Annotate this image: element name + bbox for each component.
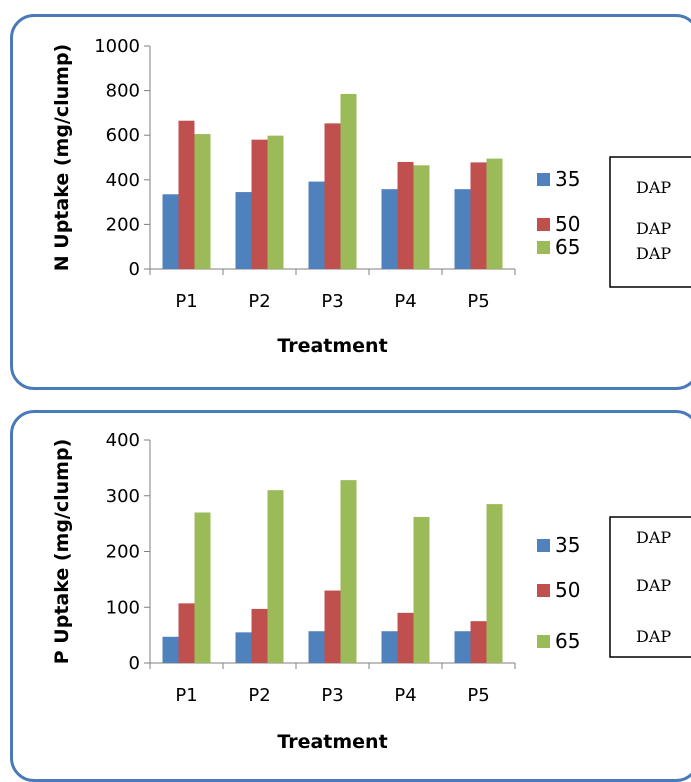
p-category-label: P3: [321, 685, 343, 706]
p-legend-swatch-35: [537, 539, 550, 552]
n-y-tick-label: 1000: [94, 36, 140, 57]
n-category-label: P2: [248, 291, 270, 312]
p-bar-p1-35: [162, 636, 179, 663]
n-bar-p4-65: [413, 165, 430, 269]
n-bar-p2-65: [267, 135, 284, 269]
n-y-tick-label: 200: [106, 214, 140, 235]
p-bar-p4-35: [381, 631, 398, 663]
p-x-axis-title: Treatment: [277, 731, 387, 753]
n-legend-dap-label: DAP: [636, 244, 671, 263]
n-y-axis-title: N Uptake (mg/clump): [51, 44, 73, 271]
n-y-tick-label: 0: [129, 259, 140, 280]
n-legend-label-50: 50: [555, 212, 580, 236]
p-bar-p4-50: [397, 612, 414, 663]
p-bar-p2-65: [267, 490, 284, 663]
p-bar-p3-50: [324, 590, 341, 663]
p-legend-swatch-50: [537, 584, 550, 597]
n-y-tick-label: 600: [106, 125, 140, 146]
n-bar-p3-35: [308, 181, 325, 269]
p-bar-p5-50: [470, 621, 487, 663]
p-y-axis-title: P Uptake (mg/clump): [51, 439, 73, 665]
n-bar-p1-35: [162, 194, 179, 269]
p-y-tick-label: 300: [106, 486, 140, 507]
p-category-label: P2: [248, 685, 270, 706]
n-category-label: P4: [394, 291, 416, 312]
p-y-tick-label: 400: [106, 430, 140, 451]
n-legend-label-35: 35: [555, 167, 580, 191]
n-legend-label-65: 65: [555, 235, 580, 259]
p-bar-p1-65: [194, 512, 211, 663]
n-legend-dap-label: DAP: [636, 219, 671, 238]
n-y-tick-label: 800: [106, 81, 140, 102]
p-category-label: P4: [394, 685, 416, 706]
n-bar-p2-50: [251, 139, 268, 269]
n-legend-swatch-65: [537, 241, 550, 254]
p-category-label: P1: [175, 685, 197, 706]
p-y-tick-label: 0: [129, 653, 140, 674]
p-bar-p4-65: [413, 516, 430, 663]
p-bar-p3-65: [340, 480, 357, 663]
n-category-label: P1: [175, 291, 197, 312]
p-y-tick-label: 100: [106, 597, 140, 618]
n-category-label: P5: [467, 291, 489, 312]
n-y-tick-label: 400: [106, 170, 140, 191]
n-bar-p1-50: [178, 120, 195, 269]
p-bar-p1-50: [178, 603, 195, 663]
n-legend-swatch-35: [537, 173, 550, 186]
n-legend-dap-label: DAP: [636, 178, 671, 197]
p-legend-dap-label: DAP: [636, 528, 671, 547]
p-legend-overlay-box: [609, 516, 691, 658]
n-bar-p4-50: [397, 161, 414, 269]
p-legend-label-50: 50: [555, 578, 580, 602]
n-bar-p1-65: [194, 134, 211, 269]
p-y-tick-label: 200: [106, 542, 140, 563]
n-bar-p2-35: [235, 192, 252, 269]
n-bar-p5-65: [486, 158, 503, 269]
p-bar-p5-35: [454, 631, 471, 663]
n-bar-p5-50: [470, 162, 487, 269]
p-bar-p2-35: [235, 632, 252, 663]
n-legend-overlay-box: [609, 156, 691, 288]
n-bar-p4-35: [381, 189, 398, 269]
n-bar-p3-50: [324, 123, 341, 269]
p-category-label: P5: [467, 685, 489, 706]
p-legend-swatch-65: [537, 635, 550, 648]
n-x-axis-title: Treatment: [277, 335, 387, 357]
p-bar-p3-35: [308, 631, 325, 663]
n-legend-swatch-50: [537, 218, 550, 231]
p-bar-p2-50: [251, 608, 268, 663]
p-legend-dap-label: DAP: [636, 627, 671, 646]
p-legend-label-35: 35: [555, 533, 580, 557]
n-category-label: P3: [321, 291, 343, 312]
n-bar-p5-35: [454, 189, 471, 269]
n-bar-p3-65: [340, 93, 357, 269]
p-legend-dap-label: DAP: [636, 576, 671, 595]
p-legend-label-65: 65: [555, 629, 580, 653]
p-bar-p5-65: [486, 504, 503, 663]
